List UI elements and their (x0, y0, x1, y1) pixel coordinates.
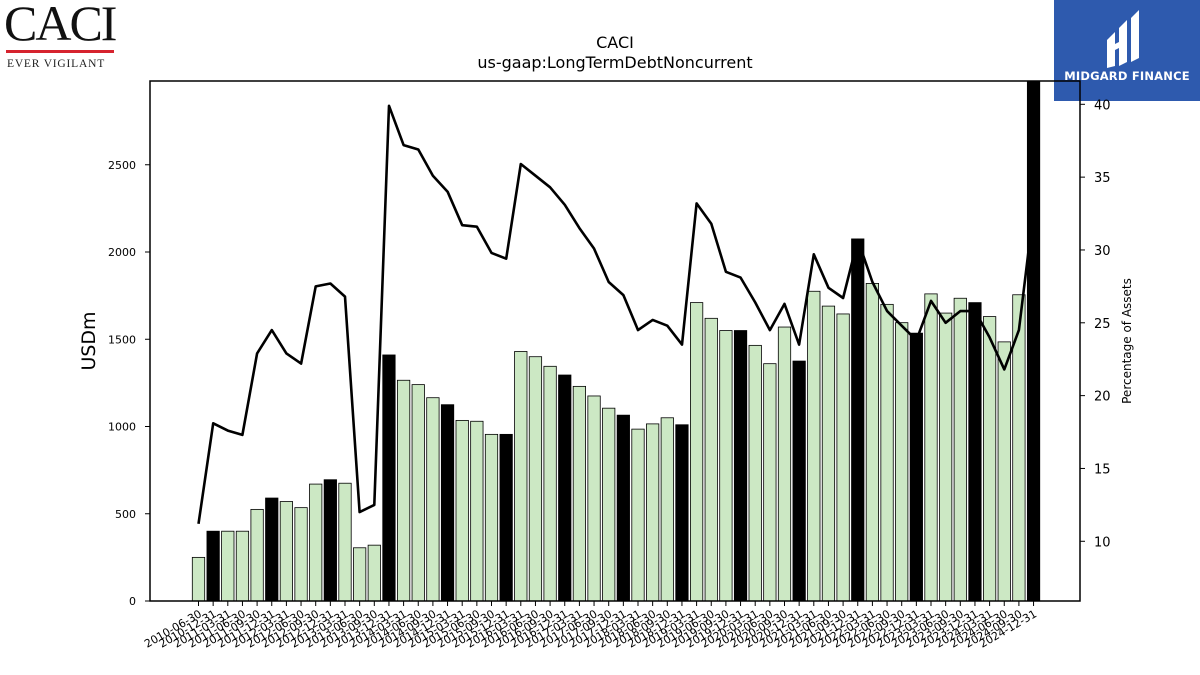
bar (191, 556, 206, 602)
bar-series (191, 80, 1041, 602)
bar (646, 423, 660, 602)
bar (587, 395, 601, 602)
y-tick-label: 500 (115, 508, 136, 521)
bar (250, 508, 264, 602)
bar (1026, 80, 1041, 602)
bar (338, 482, 352, 602)
bar (675, 424, 689, 602)
bar (528, 356, 543, 602)
chart-title: CACI (596, 33, 634, 52)
bar (206, 530, 220, 602)
bar (616, 414, 630, 602)
y2-tick-label: 40 (1094, 98, 1111, 113)
bar (382, 354, 396, 602)
bar (572, 385, 587, 602)
brand-name: MIDGARD FINANCE (1064, 69, 1190, 83)
chart-subtitle: us-gaap:LongTermDebtNoncurrent (477, 53, 752, 72)
bar (499, 433, 513, 602)
bar (924, 293, 938, 602)
bar (851, 238, 865, 602)
bar (602, 407, 616, 602)
y-axis-left: 0 500 1000 1500 2000 2500 (108, 159, 150, 608)
bar (558, 374, 572, 602)
bar (367, 544, 381, 602)
bar (294, 507, 308, 602)
y-tick-label: 1000 (108, 421, 136, 434)
bar (235, 530, 250, 602)
bar (484, 433, 499, 602)
bar (865, 283, 880, 602)
midgard-m-icon (1107, 10, 1139, 68)
bar (895, 322, 909, 602)
midgard-finance-badge: MIDGARD FINANCE (1054, 0, 1200, 101)
logo-wordmark: CACI (4, 0, 117, 51)
bar (733, 330, 748, 602)
y2-tick-label: 20 (1094, 390, 1111, 405)
y2-tick-label: 35 (1094, 171, 1111, 186)
caci-logo: CACI EVER VIGILANT (4, 0, 117, 70)
bar (997, 341, 1011, 602)
x-axis: 2010-06-302010-12-312011-03-312011-06-30… (142, 601, 1039, 651)
bar (792, 360, 806, 602)
bar (968, 302, 982, 602)
bar (631, 428, 645, 602)
bar (279, 501, 294, 602)
bar (353, 547, 367, 602)
bar (836, 313, 850, 602)
bar (821, 305, 836, 602)
bar (426, 397, 440, 602)
y-axis-label: USDm (78, 311, 100, 370)
bar (690, 302, 704, 602)
y2-tick-label: 15 (1094, 462, 1111, 477)
bar (396, 379, 411, 602)
y-axis-right: 10 15 20 25 30 35 40 (1080, 98, 1111, 550)
y2-tick-label: 25 (1094, 317, 1111, 332)
bar (265, 497, 279, 602)
y2-tick-label: 30 (1094, 244, 1111, 259)
bar (983, 316, 997, 602)
bar (909, 332, 923, 602)
plot-frame (149, 80, 1081, 602)
bar (748, 344, 762, 602)
bar (470, 420, 484, 602)
y-tick-label: 0 (129, 595, 136, 608)
bar (777, 326, 792, 602)
bar (221, 530, 235, 602)
bar (455, 419, 469, 602)
bar (719, 330, 733, 602)
bar (763, 363, 777, 602)
bar (309, 483, 323, 602)
bar (660, 417, 674, 602)
y2-axis-label: Percentage of Assets (1120, 278, 1134, 404)
bar (807, 290, 821, 602)
y2-tick-label: 10 (1094, 535, 1111, 550)
line-series (197, 104, 1035, 524)
y-tick-label: 1500 (108, 333, 136, 346)
logo-tagline: EVER VIGILANT (7, 58, 106, 70)
bar (939, 312, 953, 602)
bar (880, 303, 894, 602)
bar (411, 384, 425, 602)
bar (953, 297, 967, 602)
line-path (197, 104, 1035, 524)
bar (543, 365, 557, 602)
bar (514, 351, 528, 602)
bar (323, 479, 337, 602)
logo-red-rule (6, 50, 114, 53)
bar (704, 317, 718, 602)
bar (440, 404, 455, 602)
y-tick-label: 2000 (108, 246, 136, 259)
y-tick-label: 2500 (108, 159, 136, 172)
